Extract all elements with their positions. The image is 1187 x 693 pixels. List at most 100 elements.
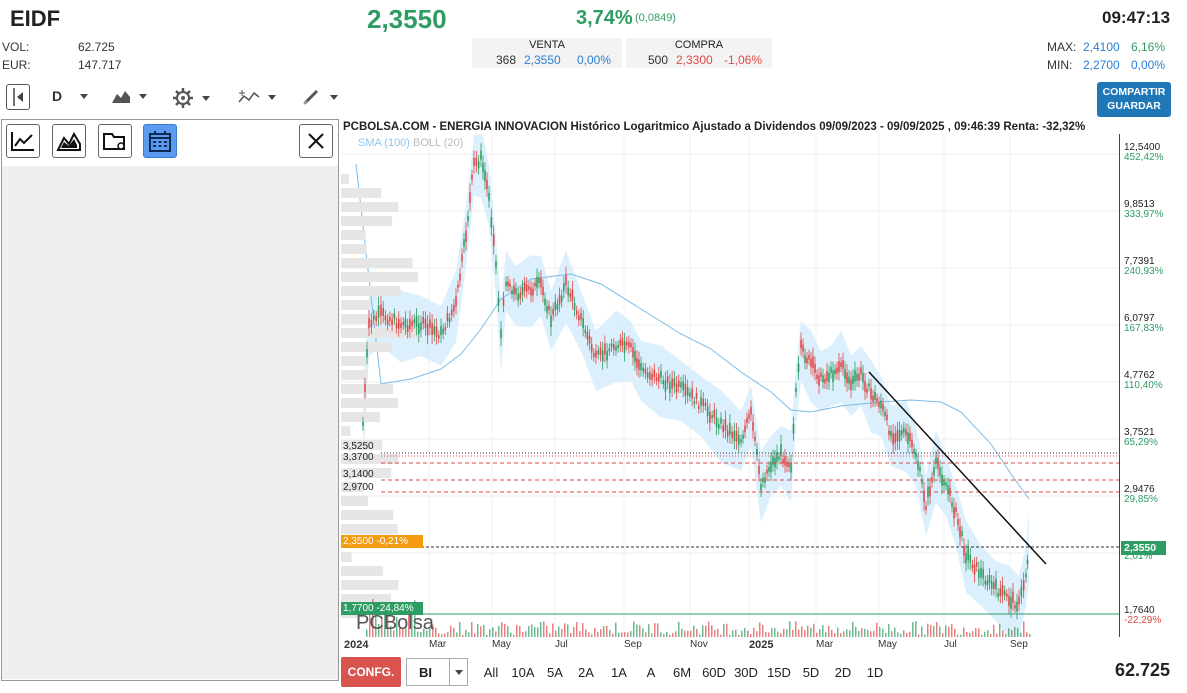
- candle-body: [558, 295, 561, 305]
- volume-bar: [423, 628, 425, 637]
- range-2a[interactable]: 2A: [578, 664, 594, 680]
- candle-body: [790, 462, 792, 473]
- panel-tab-line[interactable]: [6, 124, 40, 158]
- candle-body: [709, 411, 711, 423]
- x-tick: 2024: [344, 639, 369, 651]
- candle-body: [569, 293, 572, 297]
- panel-tab-area[interactable]: [52, 124, 86, 158]
- candle-body: [640, 363, 642, 370]
- volume-bar: [735, 629, 737, 637]
- pen-icon: [303, 89, 319, 105]
- candle-body: [429, 319, 431, 328]
- volume-bar: [702, 625, 704, 637]
- candle-body: [582, 318, 584, 329]
- volume-bar: [534, 626, 536, 637]
- volume-bar: [678, 621, 680, 637]
- range-2d[interactable]: 2D: [834, 664, 852, 680]
- volume-bar: [840, 633, 842, 637]
- volume-bar: [522, 631, 524, 637]
- share-save-button[interactable]: COMPARTIR GUARDAR: [1097, 82, 1171, 117]
- volume-bar: [501, 622, 503, 637]
- candle-body: [925, 505, 927, 510]
- panel-tab-folder[interactable]: [98, 124, 132, 158]
- candle-body: [450, 309, 453, 316]
- candle-body: [740, 439, 742, 443]
- range-15d[interactable]: 15D: [767, 664, 791, 680]
- range-1d[interactable]: 1D: [866, 664, 884, 680]
- candle-body: [800, 339, 802, 349]
- last-price: 2,3550: [367, 4, 447, 34]
- volume-bar: [477, 624, 479, 637]
- candle-body: [509, 283, 511, 287]
- volume-bar: [894, 627, 896, 637]
- candle-body: [967, 548, 969, 561]
- candle-body: [1010, 597, 1012, 609]
- candle-body: [731, 431, 733, 438]
- volume-profile-bar: [341, 398, 398, 408]
- close-panel-button[interactable]: [299, 124, 333, 158]
- candle-body: [634, 351, 636, 363]
- volume-profile-bar: [341, 244, 367, 254]
- candle-body: [457, 284, 459, 288]
- price-chart[interactable]: [341, 134, 1121, 637]
- bi-select[interactable]: BI: [406, 658, 468, 686]
- axis-pct: 65,29%: [1124, 437, 1158, 448]
- range-60d[interactable]: 60D: [702, 664, 726, 680]
- drawing-tools-dropdown[interactable]: [302, 88, 338, 106]
- volume-bar: [390, 625, 392, 637]
- volume-bar: [918, 634, 920, 637]
- volume-bar: [681, 628, 683, 637]
- range-all[interactable]: All: [483, 664, 499, 680]
- range-a[interactable]: A: [646, 664, 656, 680]
- candle-body: [713, 409, 716, 418]
- collapse-panel-button[interactable]: [6, 84, 30, 110]
- volume-bar: [666, 631, 668, 637]
- candle-body: [511, 290, 513, 295]
- volume-bar: [561, 629, 563, 637]
- candle-body: [444, 327, 447, 331]
- candle-body: [953, 507, 955, 519]
- candle-body: [772, 456, 774, 465]
- candle-body: [1003, 590, 1006, 596]
- candle-body: [854, 370, 856, 382]
- period-dropdown[interactable]: D: [52, 88, 89, 104]
- candle-body: [961, 531, 963, 536]
- volume-bar: [999, 624, 1001, 637]
- volume-bar: [369, 603, 371, 637]
- candle-body: [515, 288, 517, 295]
- candle-body: [852, 376, 854, 384]
- config-button[interactable]: CONFG.: [341, 657, 401, 687]
- volume-bar: [888, 624, 890, 637]
- volume-profile-bar: [341, 356, 365, 366]
- volume-bar: [495, 631, 497, 637]
- candle-body: [1025, 573, 1027, 578]
- panel-tab-calendar[interactable]: [143, 124, 177, 158]
- volume-bar: [651, 633, 653, 637]
- candle-body: [651, 373, 653, 381]
- range-6m[interactable]: 6M: [672, 664, 692, 680]
- candle-body: [554, 301, 557, 310]
- range-30d[interactable]: 30D: [734, 664, 758, 680]
- range-5a[interactable]: 5A: [547, 664, 563, 680]
- candle-body: [517, 294, 519, 301]
- candle-body: [762, 477, 764, 483]
- candle-body: [866, 388, 868, 393]
- legend-sma[interactable]: SMA (100): [358, 137, 410, 149]
- volume-bar: [687, 630, 689, 637]
- settings-dropdown[interactable]: [172, 87, 210, 109]
- candle-body: [923, 490, 925, 503]
- range-10a[interactable]: 10A: [511, 664, 535, 680]
- volume-bar: [588, 632, 590, 637]
- volume-bar: [654, 623, 656, 637]
- indicators-dropdown[interactable]: [238, 88, 276, 106]
- range-5d[interactable]: 5D: [802, 664, 820, 680]
- chart-type-dropdown[interactable]: [111, 88, 147, 104]
- trend-line: [868, 371, 1047, 565]
- candle-body: [848, 376, 850, 384]
- x-tick: May: [878, 639, 897, 650]
- range-1a[interactable]: 1A: [611, 664, 627, 680]
- candle-body: [754, 436, 756, 441]
- volume-bar: [402, 627, 404, 637]
- volume-bar: [963, 627, 965, 637]
- legend-boll[interactable]: BOLL (20): [413, 137, 464, 149]
